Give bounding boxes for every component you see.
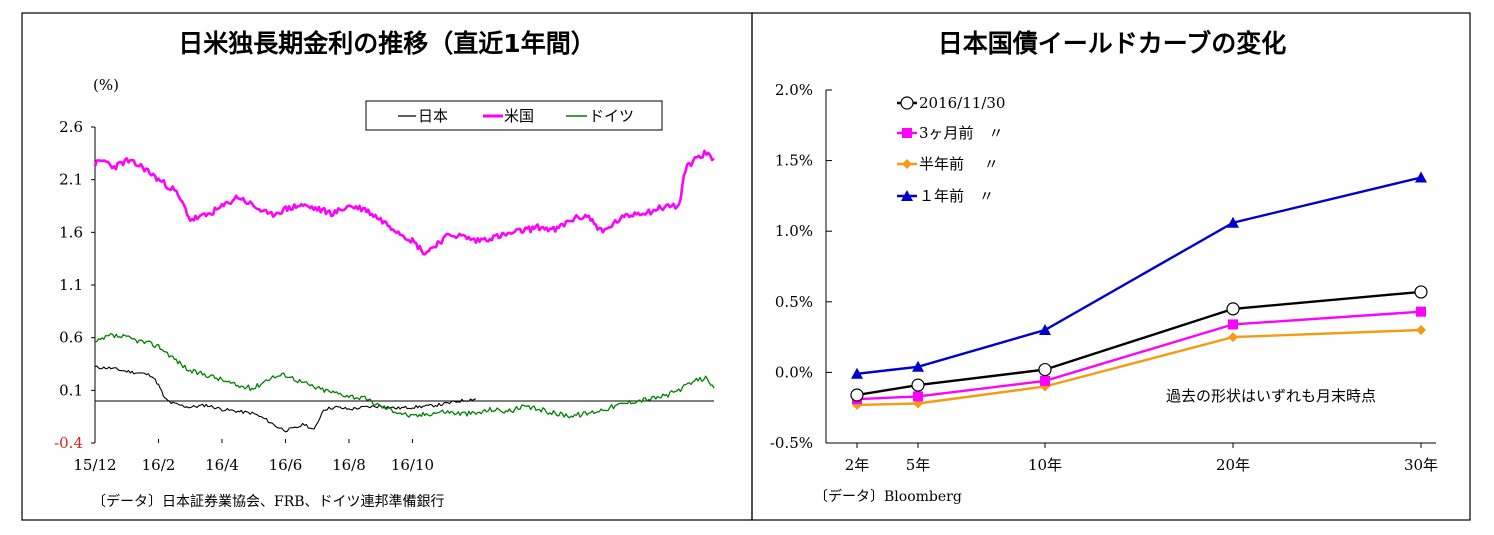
yield-point [912,360,924,372]
right-source-note: 〔データ〕Bloomberg [814,488,962,505]
legend-label: 2016/11/30 [919,94,1005,112]
legend-label-us: 米国 [504,107,534,125]
left-y-tick-label: 1.1 [59,276,83,294]
yield-point [850,388,864,402]
left-panel-frame [21,12,753,521]
yield-point [1226,302,1240,316]
yield-point [1416,306,1426,317]
yield-curve-line [856,290,1422,397]
yield-point [1039,324,1051,336]
right-x-tick-label: 30年 [1404,456,1438,474]
yield-point [1416,325,1426,336]
right-y-tick-label: 0.0% [775,363,813,381]
left-chart-title: 日米独長期金利の推移（直近1年間） [178,29,595,58]
right-x-ticks: 2年 5年 10年 20年 30年 [845,443,1438,474]
right-series [850,171,1428,410]
left-x-tick-label: 16/6 [269,456,303,474]
right-y-tick-label: 1.5% [775,152,813,170]
yield-point [1228,332,1238,343]
left-x-tick-label: 16/10 [391,456,434,474]
left-x-tick-label: 16/2 [142,456,176,474]
right-x-tick-label: 5年 [906,456,931,474]
right-panel-frame [751,12,1471,521]
left-chart: 日米独長期金利の推移（直近1年間） (%) 2.6 2.1 1.6 1.1 0.6 0.1… [54,29,715,510]
legend-label: １年前 〃 [919,187,994,205]
right-chart-title: 日本国債イールドカーブの変化 [938,29,1287,58]
germany-line [94,332,715,419]
right-x-tick-label: 20年 [1216,456,1250,474]
yield-curve-line [856,176,1422,375]
yield-point [1415,171,1427,183]
us-line [93,149,715,256]
left-x-tick-label: 16/8 [332,456,366,474]
yield-point [851,367,863,379]
left-source-note: 〔データ〕日本証券業協会、FRB、ドイツ連邦準備銀行 [92,493,445,510]
legend-marker [900,96,914,110]
japan-line [94,365,477,433]
left-y-tick-label: 1.6 [59,223,83,241]
legend-marker [902,128,912,138]
left-series-lines [93,149,715,433]
right-legend: 2016/11/30 3ヶ月前 〃半年前 〃 １年前 〃 [897,94,1005,205]
yield-point [1228,319,1238,330]
right-annotation: 過去の形状はいずれも月末時点 [1166,387,1376,405]
right-x-tick-label: 10年 [1028,456,1062,474]
yield-point [1038,362,1052,377]
yield-point [1414,285,1428,299]
left-y-tick-label: 2.1 [59,171,83,189]
right-y-ticks: 2.0% 1.5% 1.0% 0.5% 0.0% -0.5% [770,81,832,452]
legend-label-japan: 日本 [418,107,448,125]
left-y-tick-label: 2.6 [59,118,83,136]
right-y-tick-label: -0.5% [770,434,813,452]
legend-label: 半年前 〃 [919,155,999,173]
yield-point [911,378,925,392]
left-y-unit-label: (%) [93,76,119,94]
legend-marker [901,190,913,201]
left-legend: 日本 米国 ドイツ [365,100,663,131]
left-y-ticks: 2.6 2.1 1.6 1.1 0.6 0.1 -0.4 [54,118,95,452]
right-y-tick-label: 1.0% [775,222,813,240]
right-y-tick-label: 2.0% [775,81,813,99]
left-y-tick-label: -0.4 [54,434,83,452]
left-x-ticks: 15/12 16/2 16/4 16/6 16/8 16/10 [73,439,434,474]
left-y-tick-label: 0.1 [59,381,83,399]
right-x-tick-label: 2年 [845,456,870,474]
right-y-tick-label: 0.5% [775,293,813,311]
left-y-tick-label: 0.6 [59,329,83,347]
left-x-tick-label: 16/4 [205,456,239,474]
legend-label-germany: ドイツ [589,107,634,125]
yield-point [913,391,923,402]
legend-marker [902,159,912,169]
yield-point [1227,216,1239,228]
right-chart: 日本国債イールドカーブの変化 2.0% 1.5% 1.0% 0.5% 0.0% -0.5%… [770,29,1438,505]
left-x-tick-label: 15/12 [73,456,116,474]
legend-label: 3ヶ月前 〃 [919,124,1004,142]
yield-point [1040,375,1050,386]
